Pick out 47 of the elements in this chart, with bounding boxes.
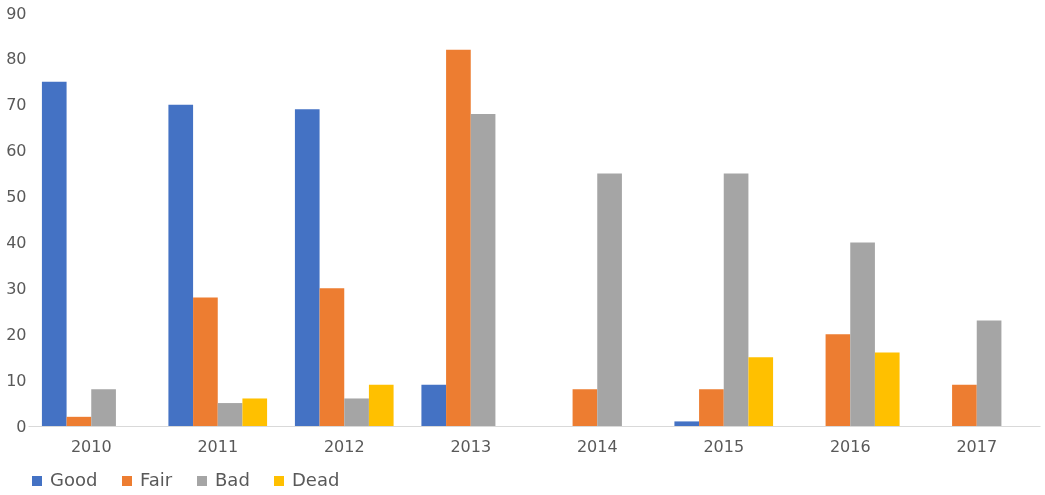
legend-label: Good	[50, 469, 98, 490]
x-tick-label: 2015	[703, 436, 745, 456]
y-tick-label: 50	[6, 187, 27, 207]
bar	[597, 173, 622, 426]
x-tick-label: 2014	[576, 436, 618, 456]
y-tick-label: 0	[16, 416, 27, 436]
y-tick-label: 60	[6, 141, 27, 161]
bar	[421, 384, 447, 426]
bar	[723, 173, 749, 426]
bar	[242, 398, 268, 426]
bar	[446, 49, 471, 426]
x-tick-label: 2011	[197, 436, 239, 456]
legend-label: Fair	[140, 469, 173, 490]
y-tick-label: 90	[6, 3, 27, 23]
bar	[368, 384, 394, 426]
bar	[825, 334, 851, 426]
x-tick-label: 2013	[450, 436, 492, 456]
y-tick-label: 20	[6, 324, 27, 344]
bar	[674, 421, 700, 426]
bar	[699, 389, 724, 426]
y-tick-label: 10	[6, 370, 27, 390]
bar	[193, 297, 218, 426]
bar	[976, 320, 1002, 426]
bar	[874, 352, 900, 426]
bar	[850, 242, 875, 426]
bar	[344, 398, 369, 426]
y-tick-label: 70	[6, 95, 27, 115]
bar	[319, 288, 345, 426]
x-tick-label: 2016	[829, 436, 871, 456]
bar	[217, 403, 243, 426]
x-tick-label: 2017	[956, 436, 998, 456]
y-tick-label: 80	[6, 49, 27, 69]
x-tick-label: 2010	[70, 436, 112, 456]
bar	[952, 384, 977, 426]
bar	[41, 81, 67, 426]
bar	[470, 113, 496, 426]
x-tick-label: 2012	[323, 436, 365, 456]
legend-label: Dead	[292, 469, 340, 490]
legend-label: Bad	[215, 469, 250, 490]
y-tick-label: 30	[6, 278, 27, 298]
y-tick-label: 40	[6, 232, 27, 252]
bar	[748, 357, 774, 426]
bar	[168, 104, 194, 426]
bar	[66, 416, 92, 426]
bar	[91, 389, 116, 426]
bar	[572, 389, 598, 426]
bar	[294, 109, 320, 426]
